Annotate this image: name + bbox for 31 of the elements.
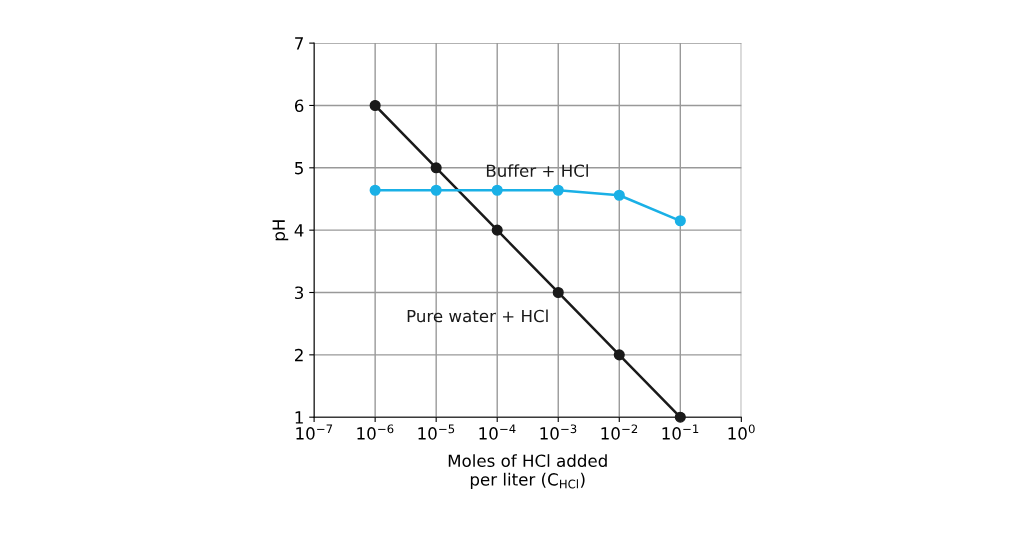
point — [613, 189, 625, 201]
y-tick-label: 2 — [295, 348, 303, 362]
y-tick-label: 3 — [295, 286, 304, 300]
y-tick-label: 1 — [295, 411, 303, 424]
x-axis-title: Moles of HCl added per liter (C$_{HCl}$) — [448, 454, 607, 489]
point — [430, 184, 442, 196]
series-label: Pure water + HCl — [407, 309, 548, 323]
point — [552, 184, 564, 196]
point — [430, 162, 442, 174]
point — [369, 184, 381, 196]
y-tick-label: 4 — [294, 224, 304, 237]
series-label: Buffer + HCl — [486, 164, 588, 178]
x-tick-label: 10$^{−4}$ — [479, 424, 516, 440]
x-tick-label: 10$^{−3}$ — [540, 424, 577, 440]
y-tick-label: 6 — [294, 99, 304, 113]
point — [613, 349, 625, 361]
x-tick-label: 10$^{−2}$ — [601, 424, 638, 440]
x-tick-label: 10$^{0}$ — [728, 424, 755, 440]
point — [674, 215, 686, 227]
point — [552, 286, 564, 299]
y-axis-title: pH — [272, 220, 289, 241]
x-tick-label: 10$^{−7}$ — [296, 424, 333, 440]
y-tick-label: 5 — [295, 161, 303, 175]
x-tick-label: 10$^{−5}$ — [418, 424, 455, 440]
y-tick-label: 7 — [295, 37, 303, 50]
point — [491, 184, 503, 196]
point — [674, 411, 686, 423]
x-tick-label: 10$^{−1}$ — [662, 424, 699, 440]
point — [369, 99, 381, 112]
x-tick-label: 10$^{−6}$ — [357, 424, 394, 440]
point — [491, 224, 503, 236]
